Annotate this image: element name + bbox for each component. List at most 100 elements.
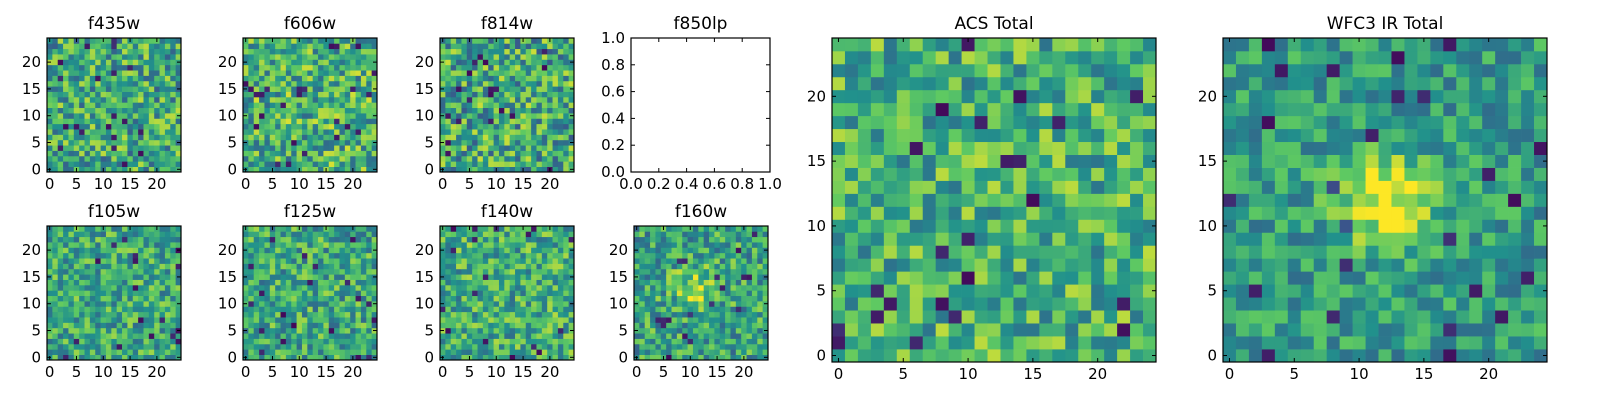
heatmap-cell bbox=[366, 54, 372, 60]
heatmap-cell bbox=[466, 295, 473, 302]
heatmap-cell bbox=[116, 155, 123, 162]
heatmap-cell bbox=[563, 290, 569, 297]
heatmap-cell bbox=[350, 231, 356, 238]
heatmap-cell bbox=[143, 48, 150, 55]
heatmap-cell bbox=[334, 38, 340, 44]
heatmap-cell bbox=[1274, 310, 1289, 324]
heatmap-cell bbox=[870, 271, 885, 285]
heatmap-cell bbox=[1326, 323, 1340, 337]
heatmap-cell bbox=[1378, 349, 1392, 363]
heatmap-cell bbox=[339, 247, 346, 254]
heatmap-cell bbox=[100, 295, 107, 302]
heatmap-cell bbox=[318, 343, 324, 350]
heatmap-cell bbox=[148, 38, 155, 44]
heatmap-cell bbox=[541, 327, 548, 334]
heatmap-cell bbox=[301, 102, 308, 109]
heatmap-cell bbox=[122, 155, 128, 162]
heatmap-cell bbox=[1248, 193, 1263, 207]
heatmap-cell bbox=[857, 38, 872, 52]
heatmap-cell bbox=[175, 64, 182, 71]
heatmap-cell bbox=[143, 322, 150, 329]
heatmap-cell bbox=[154, 43, 160, 50]
heatmap-cell bbox=[1065, 336, 1079, 350]
heatmap-cell bbox=[1000, 154, 1014, 168]
heatmap-cell bbox=[84, 129, 91, 135]
heatmap-cell bbox=[1248, 89, 1263, 104]
heatmap-cell bbox=[456, 166, 462, 173]
heatmap-cell bbox=[1261, 89, 1276, 104]
heatmap-cell bbox=[275, 333, 281, 339]
heatmap-cell bbox=[105, 295, 112, 302]
heatmap-cell bbox=[844, 349, 859, 363]
heatmap-cell bbox=[493, 139, 500, 146]
heatmap-cell bbox=[122, 134, 128, 141]
heatmap-cell bbox=[1482, 128, 1496, 143]
heatmap-cell bbox=[132, 327, 139, 334]
panel-title-wfc3_ir_total: WFC3 IR Total bbox=[1327, 14, 1444, 34]
heatmap-cell bbox=[536, 139, 543, 146]
heatmap-cell bbox=[440, 80, 446, 87]
heatmap-cell bbox=[253, 102, 260, 109]
heatmap-cell bbox=[312, 258, 319, 264]
heatmap-cell bbox=[57, 236, 64, 243]
heatmap-cell bbox=[63, 38, 69, 44]
heatmap-cell bbox=[318, 263, 324, 270]
axes-frame-f125w bbox=[242, 225, 378, 361]
heatmap-cell bbox=[105, 43, 112, 50]
heatmap-cell bbox=[1013, 245, 1027, 259]
heatmap-cell bbox=[498, 70, 505, 76]
heatmap-cell bbox=[1039, 38, 1053, 52]
heatmap-cell bbox=[264, 247, 271, 254]
heatmap-cell bbox=[1417, 258, 1431, 272]
heatmap-cell bbox=[445, 150, 452, 157]
heatmap-cell bbox=[1117, 271, 1131, 285]
heatmap-cell bbox=[47, 70, 53, 76]
heatmap-cell bbox=[557, 145, 564, 151]
heatmap-cell bbox=[1300, 323, 1315, 337]
x-tick-label: 10 bbox=[290, 363, 309, 381]
heatmap-cell bbox=[291, 54, 297, 60]
heatmap-cell bbox=[57, 231, 64, 238]
heatmap-cell bbox=[1261, 167, 1276, 181]
heatmap-cell bbox=[111, 242, 118, 248]
heatmap-cell bbox=[84, 290, 91, 297]
heatmap-cell bbox=[285, 161, 292, 167]
heatmap-cell bbox=[482, 166, 489, 173]
heatmap-cell bbox=[482, 343, 489, 350]
heatmap-cell bbox=[116, 333, 123, 339]
heatmap-cell bbox=[440, 284, 446, 291]
heatmap-cell bbox=[127, 290, 134, 297]
heatmap-cell bbox=[1223, 297, 1237, 311]
heatmap-cell bbox=[1365, 336, 1379, 350]
heatmap-cell bbox=[541, 301, 548, 307]
heatmap-cell bbox=[1417, 154, 1431, 168]
heatmap-cell bbox=[515, 354, 521, 361]
heatmap-cell bbox=[105, 102, 112, 109]
y-tick-label: 5 bbox=[227, 322, 237, 340]
heatmap-cell bbox=[275, 80, 281, 87]
heatmap-cell bbox=[355, 252, 362, 259]
heatmap-cell bbox=[248, 64, 255, 71]
heatmap-cell bbox=[111, 252, 118, 259]
heatmap-cell bbox=[253, 54, 260, 60]
heatmap-cell bbox=[1417, 284, 1431, 298]
heatmap-cell bbox=[63, 129, 69, 135]
heatmap-cell bbox=[531, 91, 537, 98]
heatmap-cell bbox=[525, 91, 532, 98]
heatmap-cell bbox=[291, 166, 297, 173]
heatmap-cell bbox=[63, 338, 69, 345]
heatmap-cell bbox=[909, 310, 924, 324]
heatmap-cell bbox=[477, 134, 484, 141]
heatmap-cell bbox=[557, 70, 564, 76]
heatmap-cell bbox=[111, 258, 118, 264]
heatmap-cell bbox=[73, 306, 80, 313]
heatmap-cell bbox=[52, 113, 59, 119]
heatmap-cell bbox=[509, 349, 516, 355]
heatmap-cell bbox=[1352, 245, 1366, 259]
heatmap-cell bbox=[1261, 38, 1276, 52]
heatmap-cell bbox=[1521, 193, 1535, 207]
heatmap-cell bbox=[477, 123, 484, 130]
heatmap-cell bbox=[1104, 154, 1118, 168]
heatmap-cell bbox=[334, 59, 340, 66]
heatmap-cell bbox=[844, 232, 859, 246]
